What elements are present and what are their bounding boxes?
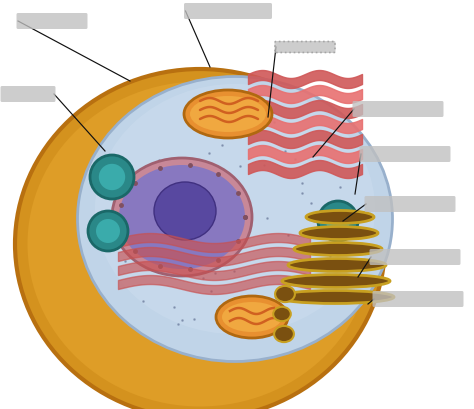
FancyBboxPatch shape — [370, 249, 461, 265]
Ellipse shape — [78, 77, 392, 362]
Ellipse shape — [184, 91, 272, 139]
Ellipse shape — [190, 97, 266, 133]
Ellipse shape — [95, 85, 375, 334]
Ellipse shape — [15, 70, 385, 409]
Ellipse shape — [27, 82, 373, 407]
Ellipse shape — [282, 275, 390, 288]
FancyBboxPatch shape — [17, 14, 88, 30]
Ellipse shape — [276, 291, 394, 304]
FancyBboxPatch shape — [359, 147, 450, 163]
Ellipse shape — [275, 286, 295, 302]
Circle shape — [96, 220, 120, 243]
Ellipse shape — [274, 326, 294, 342]
Ellipse shape — [119, 166, 245, 270]
Ellipse shape — [294, 243, 382, 256]
Circle shape — [326, 209, 350, 234]
Circle shape — [318, 202, 358, 241]
Ellipse shape — [300, 227, 378, 240]
Ellipse shape — [288, 259, 386, 272]
Circle shape — [99, 164, 125, 191]
Ellipse shape — [306, 211, 374, 224]
FancyBboxPatch shape — [184, 4, 272, 20]
Ellipse shape — [273, 307, 291, 321]
Circle shape — [90, 155, 134, 200]
Ellipse shape — [112, 159, 252, 276]
FancyBboxPatch shape — [353, 102, 444, 118]
FancyBboxPatch shape — [365, 196, 456, 213]
Circle shape — [88, 211, 128, 252]
FancyBboxPatch shape — [274, 42, 336, 54]
Ellipse shape — [222, 302, 282, 332]
FancyBboxPatch shape — [373, 291, 464, 307]
Ellipse shape — [154, 182, 216, 240]
Ellipse shape — [216, 296, 288, 338]
FancyBboxPatch shape — [0, 87, 55, 103]
